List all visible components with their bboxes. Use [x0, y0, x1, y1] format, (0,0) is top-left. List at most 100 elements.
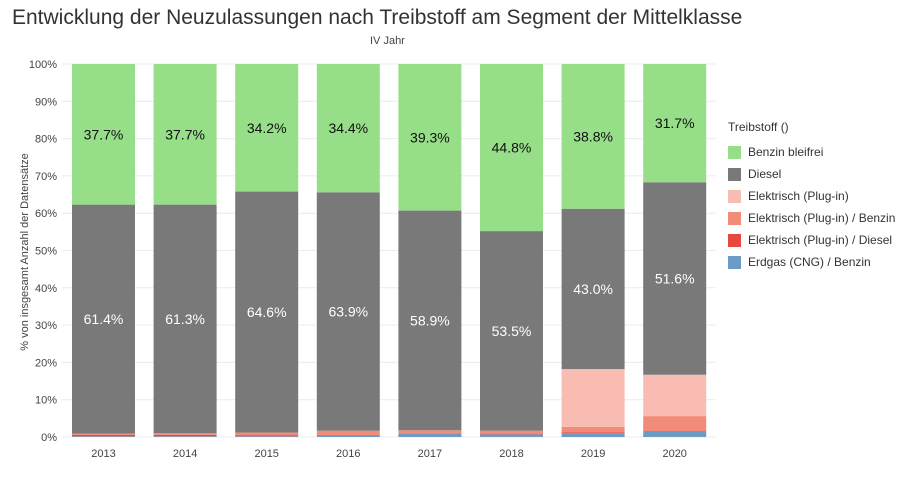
data-label: 51.6%: [655, 270, 695, 286]
bar-segment-benzin-bleifrei-2016: [316, 64, 380, 193]
legend-label: Diesel: [748, 167, 782, 181]
bar-segment-benzin-bleifrei-2015: [235, 64, 299, 192]
bar-segment-diesel-2015: [235, 191, 299, 433]
bar-segment-diesel-2019: [561, 208, 625, 370]
y-tick-label: 0%: [41, 432, 57, 444]
legend-swatch: [728, 145, 741, 159]
x-tick-label: 2014: [173, 448, 197, 460]
legend-item: Elektrisch (Plug-in): [728, 185, 895, 207]
x-tick-label: 2018: [499, 448, 523, 460]
bar-segment-elektrisch-plug-in--2019: [561, 369, 625, 427]
bar-segment-diesel-2018: [480, 231, 543, 431]
bar-segment-elektrisch-plug-in-benzin-2019: [561, 426, 625, 433]
data-label: 61.3%: [165, 311, 205, 327]
legend-swatch: [728, 189, 741, 203]
legend-items: Benzin bleifrei Diesel Elektrisch (Plug-in…: [728, 141, 895, 273]
bar-segment-elektrisch-plug-in-benzin-2018: [480, 430, 543, 435]
bar-segment-elektrisch-plug-in-diesel-2019: [561, 432, 625, 434]
data-label: 58.9%: [410, 312, 450, 328]
bar-segment-benzin-bleifrei-2017: [398, 64, 462, 211]
data-label: 38.8%: [573, 128, 613, 144]
data-label: 44.8%: [492, 140, 532, 156]
legend-label: Elektrisch (Plug-in) / Diesel: [748, 233, 893, 247]
bar-segment-benzin-bleifrei-2019: [561, 64, 625, 209]
data-label: 37.7%: [165, 126, 205, 142]
y-tick-label: 90%: [35, 96, 57, 108]
y-tick-label: 60%: [35, 208, 57, 220]
y-axis-ticks: 0% 10% 20% 30% 40% 50% 60% 70% 80% 90% 100%: [29, 59, 57, 444]
chart-subtitle: IV Jahr: [370, 35, 405, 47]
data-label: 43.0%: [573, 281, 613, 297]
legend-item: Benzin bleifrei: [728, 141, 895, 163]
x-tick-label: 2019: [581, 448, 605, 460]
legend-item: Diesel: [728, 163, 895, 185]
bar-segment-erdgas-cng-benzin-2017: [398, 434, 462, 437]
x-tick-label: 2020: [662, 448, 686, 460]
legend-swatch: [728, 211, 741, 225]
bar-segment-elektrisch-plug-in-diesel-2013: [72, 434, 135, 437]
legend-label: Elektrisch (Plug-in) / Benzin: [748, 211, 896, 225]
bar-segment-elektrisch-plug-in-diesel-2014: [153, 434, 217, 437]
bar-segment-elektrisch-plug-in-benzin-2015: [235, 432, 299, 436]
bar-segment-diesel-2016: [316, 192, 380, 431]
bar-segment-diesel-2014: [153, 204, 217, 434]
y-tick-label: 100%: [29, 59, 57, 71]
x-tick-label: 2016: [336, 448, 360, 460]
y-tick-label: 30%: [35, 320, 57, 332]
legend-title: Treibstoff (): [728, 120, 789, 134]
legend-label: Elektrisch (Plug-in): [748, 189, 849, 203]
bar-segment-diesel-2020: [643, 182, 707, 375]
legend-item: Elektrisch (Plug-in) / Benzin: [728, 207, 895, 229]
bar-segment-erdgas-cng-benzin-2019: [561, 433, 625, 437]
bar-segment-erdgas-cng-benzin-2013: [72, 436, 135, 437]
data-label: 63.9%: [328, 303, 368, 319]
y-tick-label: 50%: [35, 246, 57, 258]
data-label: 37.7%: [84, 126, 124, 142]
legend-swatch: [728, 167, 741, 181]
legend: Treibstoff () Benzin bleifrei Diesel Elekt…: [728, 120, 895, 273]
bar-segment-erdgas-cng-benzin-2016: [316, 435, 380, 437]
bar-segment-erdgas-cng-benzin-2014: [153, 436, 217, 437]
x-tick-label: 2015: [254, 448, 278, 460]
bar-segment-diesel-2017: [398, 210, 462, 431]
y-tick-label: 40%: [35, 283, 57, 295]
data-label: 53.5%: [492, 323, 532, 339]
bar-segment-elektrisch-plug-in-benzin-2017: [398, 430, 462, 434]
bar-segment-benzin-bleifrei-2014: [153, 64, 217, 205]
legend-item: Erdgas (CNG) / Benzin: [728, 251, 895, 273]
x-tick-label: 2017: [418, 448, 442, 460]
legend-swatch: [728, 233, 741, 247]
legend-item: Elektrisch (Plug-in) / Diesel: [728, 229, 895, 251]
x-tick-label: 2013: [91, 448, 115, 460]
bar-segment-elektrisch-plug-in--2020: [643, 374, 707, 417]
data-label: 64.6%: [247, 304, 287, 320]
chart-title: Entwicklung der Neuzulassungen nach Trei…: [12, 6, 743, 29]
data-label: 34.2%: [247, 120, 287, 136]
data-label: 39.3%: [410, 129, 450, 145]
bar-segment-elektrisch-plug-in-diesel-2015: [235, 435, 299, 437]
data-labels: 61.4% 37.7% 61.3% 37.7% 64.6% 34.2% 63.9% 34.4%…: [84, 115, 695, 339]
legend-label: Erdgas (CNG) / Benzin: [748, 255, 871, 269]
bar-segment-elektrisch-plug-in-benzin-2016: [316, 430, 380, 436]
legend-label: Benzin bleifrei: [748, 145, 824, 159]
y-axis-title: % von insgesamt Anzahl der Datensätze: [19, 153, 31, 351]
y-tick-label: 80%: [35, 134, 57, 146]
y-tick-label: 70%: [35, 171, 57, 183]
bar-segment-erdgas-cng-benzin-2018: [480, 434, 543, 437]
bars: [72, 64, 707, 437]
data-label: 34.4%: [328, 120, 368, 136]
bar-segment-erdgas-cng-benzin-2020: [643, 431, 707, 437]
bar-segment-erdgas-cng-benzin-2015: [235, 436, 299, 437]
y-tick-label: 20%: [35, 357, 57, 369]
data-label: 31.7%: [655, 115, 695, 131]
bar-segment-benzin-bleifrei-2020: [643, 64, 707, 183]
bar-segment-benzin-bleifrei-2018: [480, 64, 543, 232]
bar-segment-elektrisch-plug-in-benzin-2013: [72, 433, 135, 435]
legend-swatch: [728, 255, 741, 269]
bar-segment-elektrisch-plug-in-benzin-2020: [643, 416, 707, 431]
data-label: 61.4%: [84, 311, 124, 327]
bar-segment-benzin-bleifrei-2013: [72, 64, 135, 205]
x-axis-ticks: 2013 2014 2015 2016 2017 2018 2019 2020: [91, 448, 687, 460]
bar-segment-elektrisch-plug-in-benzin-2014: [153, 433, 217, 435]
